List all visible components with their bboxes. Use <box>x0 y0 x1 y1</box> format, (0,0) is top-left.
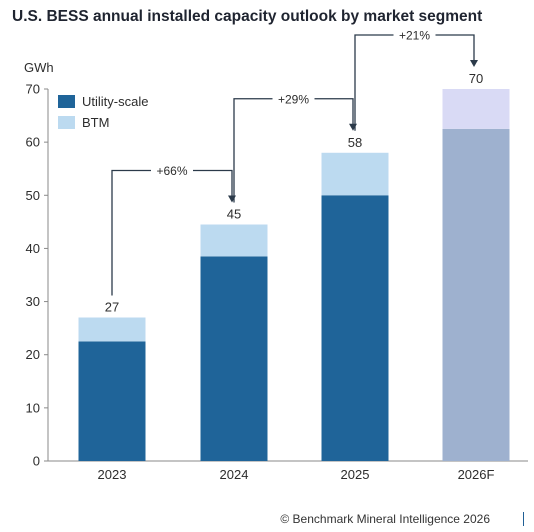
y-tick-label: 70 <box>26 82 40 97</box>
y-tick-label: 10 <box>26 400 40 415</box>
bar-btm-2024 <box>200 224 268 257</box>
growth-label: +21% <box>399 29 430 43</box>
growth-label: +29% <box>278 92 309 106</box>
growth-arrow-head <box>470 60 478 67</box>
chart-title: U.S. BESS annual installed capacity outl… <box>12 8 483 25</box>
y-axis-unit: GWh <box>24 60 54 75</box>
annotations: +66% +29% +21% <box>111 26 478 296</box>
growth-label-bg <box>272 89 315 108</box>
growth-label: +66% <box>156 164 187 178</box>
bar-utility-scale-2026f <box>442 128 510 461</box>
bars: 27 45 58 70 <box>78 71 510 462</box>
bar-utility-scale-2025 <box>321 195 389 462</box>
bar-total-label: 58 <box>348 135 362 150</box>
x-tick-label: 2026F <box>458 467 495 482</box>
bar-btm-2025 <box>321 152 389 196</box>
y-tick-label: 50 <box>26 188 40 203</box>
x-tick-label: 2023 <box>98 467 127 482</box>
y-tick-label: 60 <box>26 135 40 150</box>
bar-utility-scale-2023 <box>78 341 146 461</box>
bar-btm-2026f <box>442 89 510 129</box>
bar-btm-2023 <box>78 317 146 342</box>
growth-arrow-head <box>228 195 236 203</box>
x-tick-label: 2025 <box>341 467 370 482</box>
legend-label: Utility-scale <box>82 94 148 109</box>
y-tick-label: 0 <box>33 454 40 469</box>
y-tick-label: 30 <box>26 294 40 309</box>
bar-total-label: 45 <box>227 207 241 222</box>
y-tick-label: 40 <box>26 241 40 256</box>
bar-utility-scale-2024 <box>200 256 268 461</box>
footer-divider <box>523 512 524 526</box>
legend-swatch-btm <box>58 116 75 129</box>
copyright-footer: © Benchmark Mineral Intelligence 2026 <box>280 512 490 526</box>
growth-label-bg <box>393 26 436 44</box>
y-tick-label: 20 <box>26 347 40 362</box>
bar-total-label: 70 <box>469 71 483 86</box>
growth-label-bg <box>151 161 193 180</box>
legend: Utility-scale BTM <box>58 94 148 130</box>
legend-label: BTM <box>82 115 109 130</box>
legend-swatch-utility-scale <box>58 95 75 108</box>
bar-total-label: 27 <box>105 300 119 315</box>
growth-arrow-head <box>349 123 357 131</box>
x-tick-label: 2024 <box>220 467 249 482</box>
